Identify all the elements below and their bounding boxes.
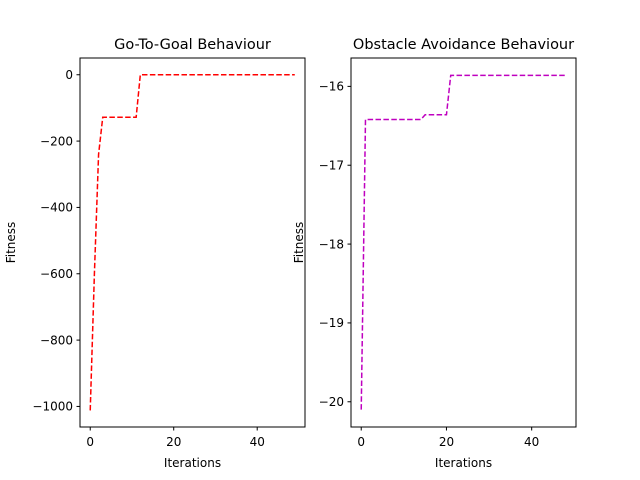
- x-tick-label: 0: [86, 435, 94, 449]
- x-tick-label: 0: [357, 435, 365, 449]
- y-tick-label: −20: [319, 395, 344, 409]
- y-tick-label: −600: [40, 267, 73, 281]
- y-axis-label: Fitness: [4, 222, 18, 264]
- chart-obstacle-avoidance: Obstacle Avoidance Behaviour Iterations …: [292, 37, 577, 470]
- plot-frame: [79, 57, 306, 428]
- y-tick-label: −1000: [32, 400, 73, 414]
- y-tick-label: 0: [65, 68, 73, 82]
- x-tick-label: 40: [524, 435, 539, 449]
- x-axis-label: Iterations: [435, 456, 492, 470]
- series-line: [89, 74, 295, 411]
- y-tick-label: −17: [319, 159, 344, 173]
- y-tick-label: −18: [319, 237, 344, 251]
- x-tick-label: 20: [166, 435, 181, 449]
- y-tick-label: −400: [40, 201, 73, 215]
- x-tick-label: 20: [439, 435, 454, 449]
- series-line: [360, 74, 566, 410]
- y-axis-label: Fitness: [292, 222, 306, 264]
- y-tick-label: −800: [40, 333, 73, 347]
- x-axis-label: Iterations: [164, 456, 221, 470]
- chart-go-to-goal: Go-To-Goal Behaviour Iterations Fitness …: [4, 37, 306, 470]
- x-tick-label: 40: [250, 435, 265, 449]
- chart-title: Obstacle Avoidance Behaviour: [353, 37, 574, 53]
- y-tick-label: −19: [319, 316, 344, 330]
- chart-title: Go-To-Goal Behaviour: [114, 37, 271, 53]
- y-tick-label: −200: [40, 134, 73, 148]
- y-tick-label: −16: [319, 80, 344, 94]
- plot-frame: [350, 57, 577, 428]
